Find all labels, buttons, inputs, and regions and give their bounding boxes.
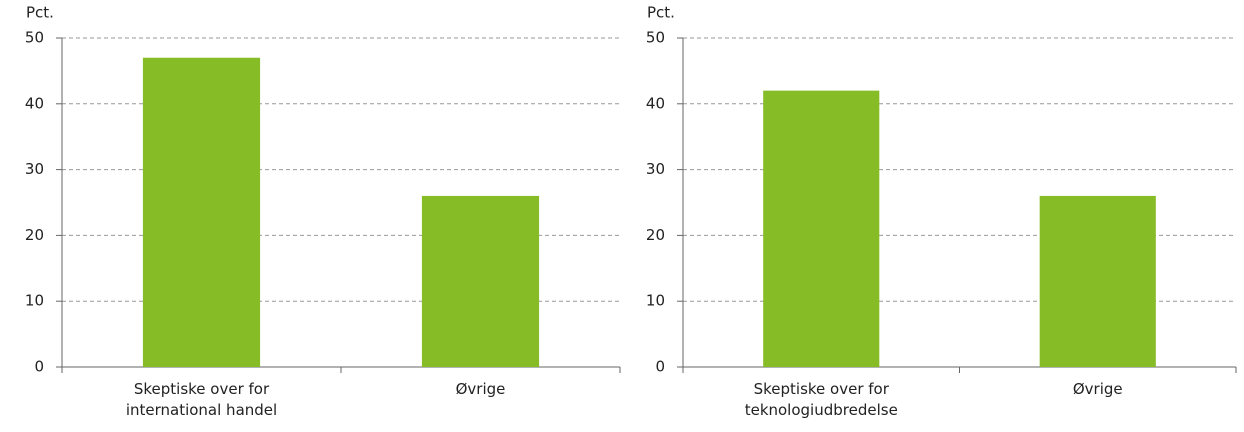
y-tick-label: 10: [646, 292, 665, 310]
y-tick-label: 40: [646, 94, 665, 112]
bar: [421, 195, 540, 367]
x-tick-label: Øvrige: [1072, 380, 1123, 398]
y-tick-label: 30: [646, 160, 665, 178]
y-tick-label: 50: [646, 29, 665, 47]
y-tick-label: 20: [646, 226, 665, 244]
bar: [142, 57, 261, 368]
x-tick-label: Skeptiske over for teknologiudbredelse: [744, 380, 898, 419]
y-tick-label: 40: [25, 94, 44, 112]
x-tick-label: Øvrige: [455, 380, 506, 398]
y-axis-label: Pct.: [647, 4, 675, 22]
x-tick-label: Skeptiske over for international handel: [125, 380, 278, 419]
y-tick-label: 30: [25, 160, 44, 178]
y-axis-label: Pct.: [26, 4, 54, 22]
y-tick-label: 20: [25, 226, 44, 244]
y-tick-label: 50: [25, 29, 44, 47]
y-tick-label: 10: [25, 292, 44, 310]
bar: [763, 90, 880, 367]
y-tick-label: 0: [655, 358, 665, 376]
bar: [1039, 195, 1156, 367]
y-tick-label: 0: [34, 358, 44, 376]
